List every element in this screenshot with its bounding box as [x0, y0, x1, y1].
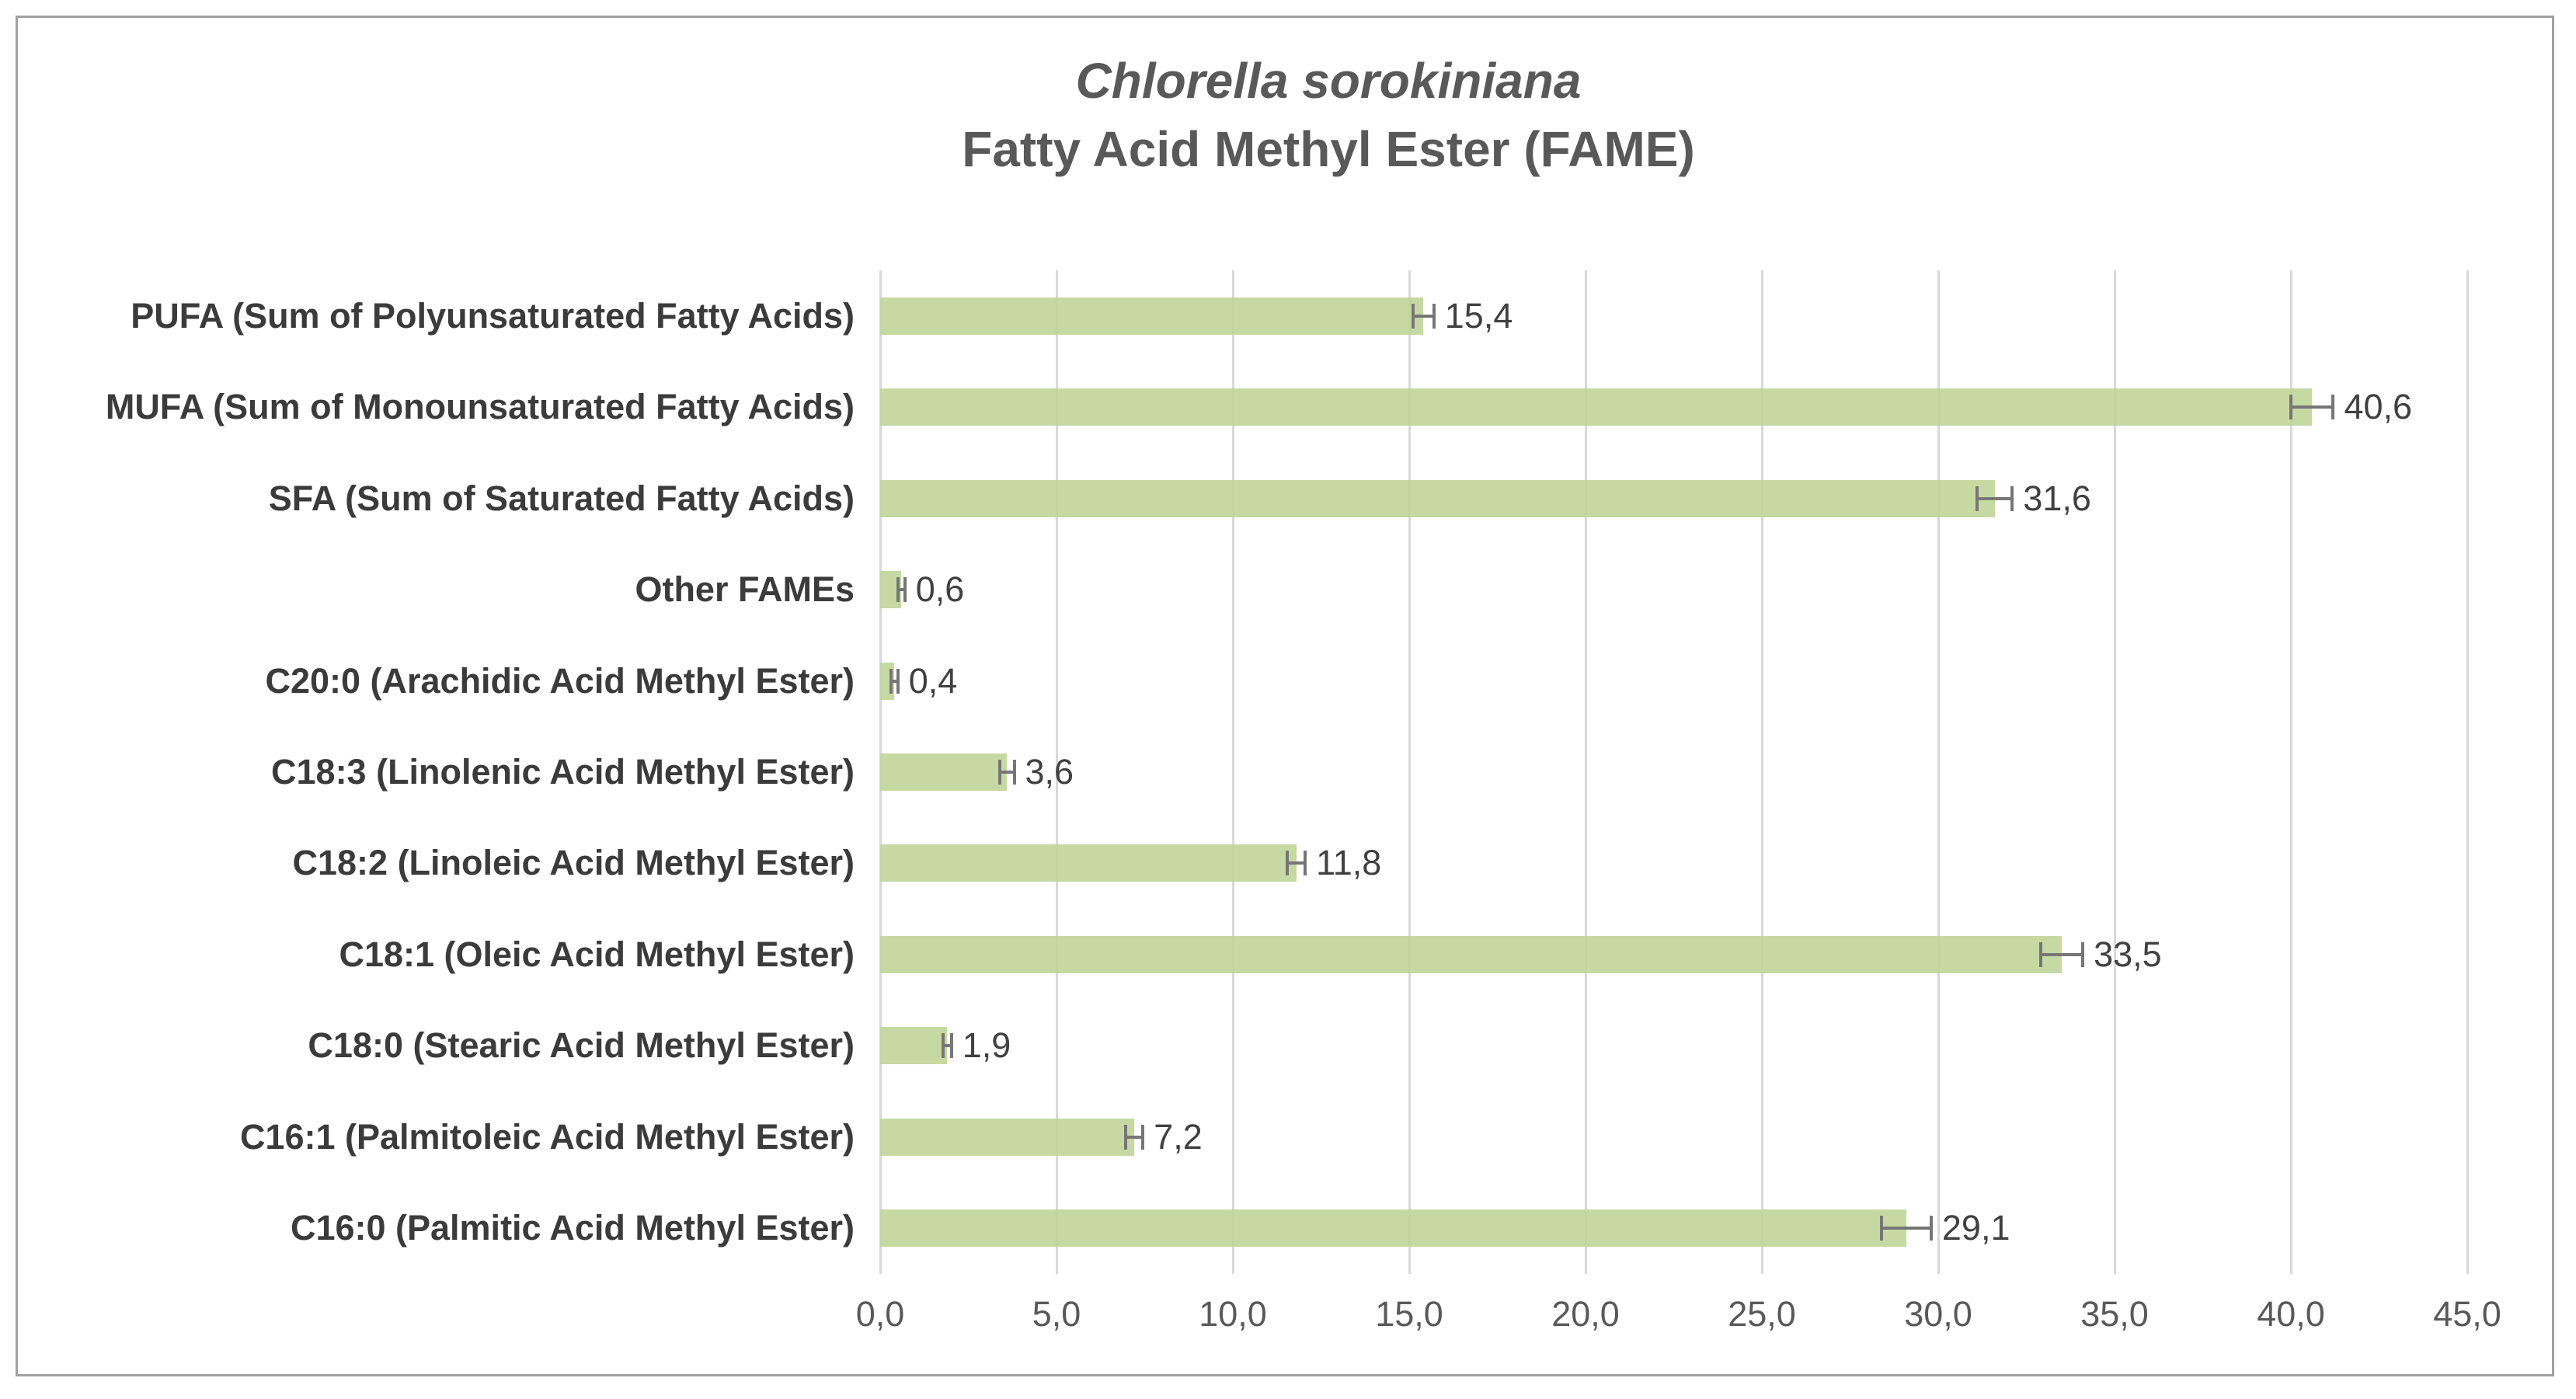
error-bar — [1287, 861, 1306, 865]
error-bar — [1000, 771, 1015, 774]
error-bar-cap-right — [1141, 1124, 1145, 1150]
value-label: 3,6 — [1025, 752, 1074, 792]
category-label: MUFA (Sum of Monounsaturated Fatty Acids… — [105, 387, 855, 427]
x-axis-tick-label: 40,0 — [2257, 1294, 2325, 1334]
chart-title: Chlorella sorokiniana Fatty Acid Methyl … — [78, 47, 2576, 183]
bar — [880, 479, 1995, 517]
error-bar-cap-left — [1411, 303, 1415, 329]
value-label: 1,9 — [962, 1025, 1011, 1066]
category-label: C16:0 (Palmitic Acid Methyl Ester) — [290, 1208, 855, 1248]
category-label: PUFA (Sum of Polyunsaturated Fatty Acids… — [131, 295, 855, 336]
bar — [880, 1209, 1907, 1248]
error-bar-cap-left — [998, 760, 1002, 785]
x-axis-tick-label: 25,0 — [1728, 1294, 1796, 1334]
error-bar-cap-left — [2289, 395, 2292, 420]
value-label: 0,6 — [915, 569, 965, 610]
error-bar-cap-right — [2010, 485, 2014, 511]
x-axis-tick-label: 30,0 — [1904, 1294, 1972, 1334]
category-label: C18:1 (Oleic Acid Methyl Ester) — [339, 934, 855, 974]
gridline — [2113, 270, 2116, 1274]
error-bar — [890, 679, 898, 683]
error-bar-cap-right — [2331, 395, 2335, 420]
error-bar-cap-left — [896, 577, 900, 603]
value-label: 33,5 — [2094, 934, 2162, 974]
value-label: 7,2 — [1154, 1116, 1203, 1157]
category-label: C18:2 (Linoleic Acid Methyl Ester) — [292, 843, 855, 883]
bar — [880, 297, 1424, 335]
x-axis-tick-label: 0,0 — [855, 1294, 905, 1334]
category-label: Other FAMEs — [635, 569, 855, 610]
error-bar-cap-right — [2081, 941, 2085, 967]
x-axis-tick-label: 10,0 — [1199, 1294, 1267, 1334]
category-label: C18:3 (Linolenic Acid Methyl Ester) — [271, 752, 855, 792]
gridline — [1584, 270, 1587, 1274]
error-bar — [942, 1044, 952, 1048]
chart-border — [16, 16, 2554, 1376]
value-label: 11,8 — [1316, 843, 1382, 883]
value-label: 40,6 — [2344, 387, 2413, 427]
chart-title-subtitle: Fatty Acid Methyl Ester (FAME) — [962, 121, 1695, 177]
category-label: SFA (Sum of Saturated Fatty Acids) — [268, 478, 855, 518]
error-bar-cap-right — [1432, 303, 1436, 329]
gridline — [1937, 270, 1940, 1274]
bar — [880, 753, 1008, 791]
gridline — [1231, 270, 1234, 1274]
chart-title-species: Chlorella sorokiniana — [1075, 53, 1582, 109]
category-label: C16:1 (Palmitoleic Acid Methyl Ester) — [239, 1116, 855, 1157]
x-axis-tick-label: 45,0 — [2433, 1294, 2501, 1334]
category-label: C20:0 (Arachidic Acid Methyl Ester) — [265, 660, 855, 701]
bar — [880, 935, 2062, 973]
gridline — [1055, 270, 1058, 1274]
error-bar-cap-left — [1286, 851, 1290, 876]
category-label: C18:0 (Stearic Acid Methyl Ester) — [308, 1025, 855, 1066]
error-bar-cap-left — [889, 668, 893, 694]
error-bar-cap-right — [896, 668, 900, 694]
error-bar-cap-right — [1929, 1216, 1933, 1241]
value-label: 31,6 — [2023, 478, 2091, 518]
x-axis-tick-label: 35,0 — [2080, 1294, 2149, 1334]
error-bar — [1412, 314, 1434, 318]
gridline — [1760, 270, 1763, 1274]
value-label: 29,1 — [1941, 1208, 2010, 1248]
error-bar-cap-right — [1304, 851, 1307, 876]
value-label: 0,4 — [908, 660, 958, 701]
error-bar — [2040, 952, 2083, 956]
bar — [880, 1118, 1134, 1156]
gridline — [1408, 270, 1411, 1274]
error-bar-cap-left — [1975, 485, 1979, 511]
value-label: 15,4 — [1444, 295, 1513, 336]
error-bar-cap-left — [2038, 941, 2042, 967]
error-bar-cap-left — [1123, 1124, 1127, 1150]
error-bar-cap-right — [1012, 760, 1016, 785]
bar — [880, 844, 1297, 882]
x-axis-tick-label: 20,0 — [1551, 1294, 1620, 1334]
error-bar — [1882, 1227, 1931, 1230]
error-bar-cap-left — [941, 1033, 945, 1059]
error-bar — [2291, 405, 2334, 409]
bar — [880, 388, 2313, 426]
error-bar — [1976, 496, 2013, 500]
x-axis-tick-label: 5,0 — [1032, 1294, 1081, 1334]
error-bar — [1125, 1135, 1144, 1139]
gridline — [2466, 270, 2469, 1274]
error-bar-cap-right — [903, 577, 907, 603]
error-bar-cap-right — [949, 1033, 953, 1059]
error-bar — [897, 588, 905, 592]
gridline — [2289, 270, 2292, 1274]
x-axis-tick-label: 15,0 — [1375, 1294, 1443, 1334]
bar — [880, 1027, 948, 1065]
error-bar-cap-left — [1880, 1216, 1884, 1241]
